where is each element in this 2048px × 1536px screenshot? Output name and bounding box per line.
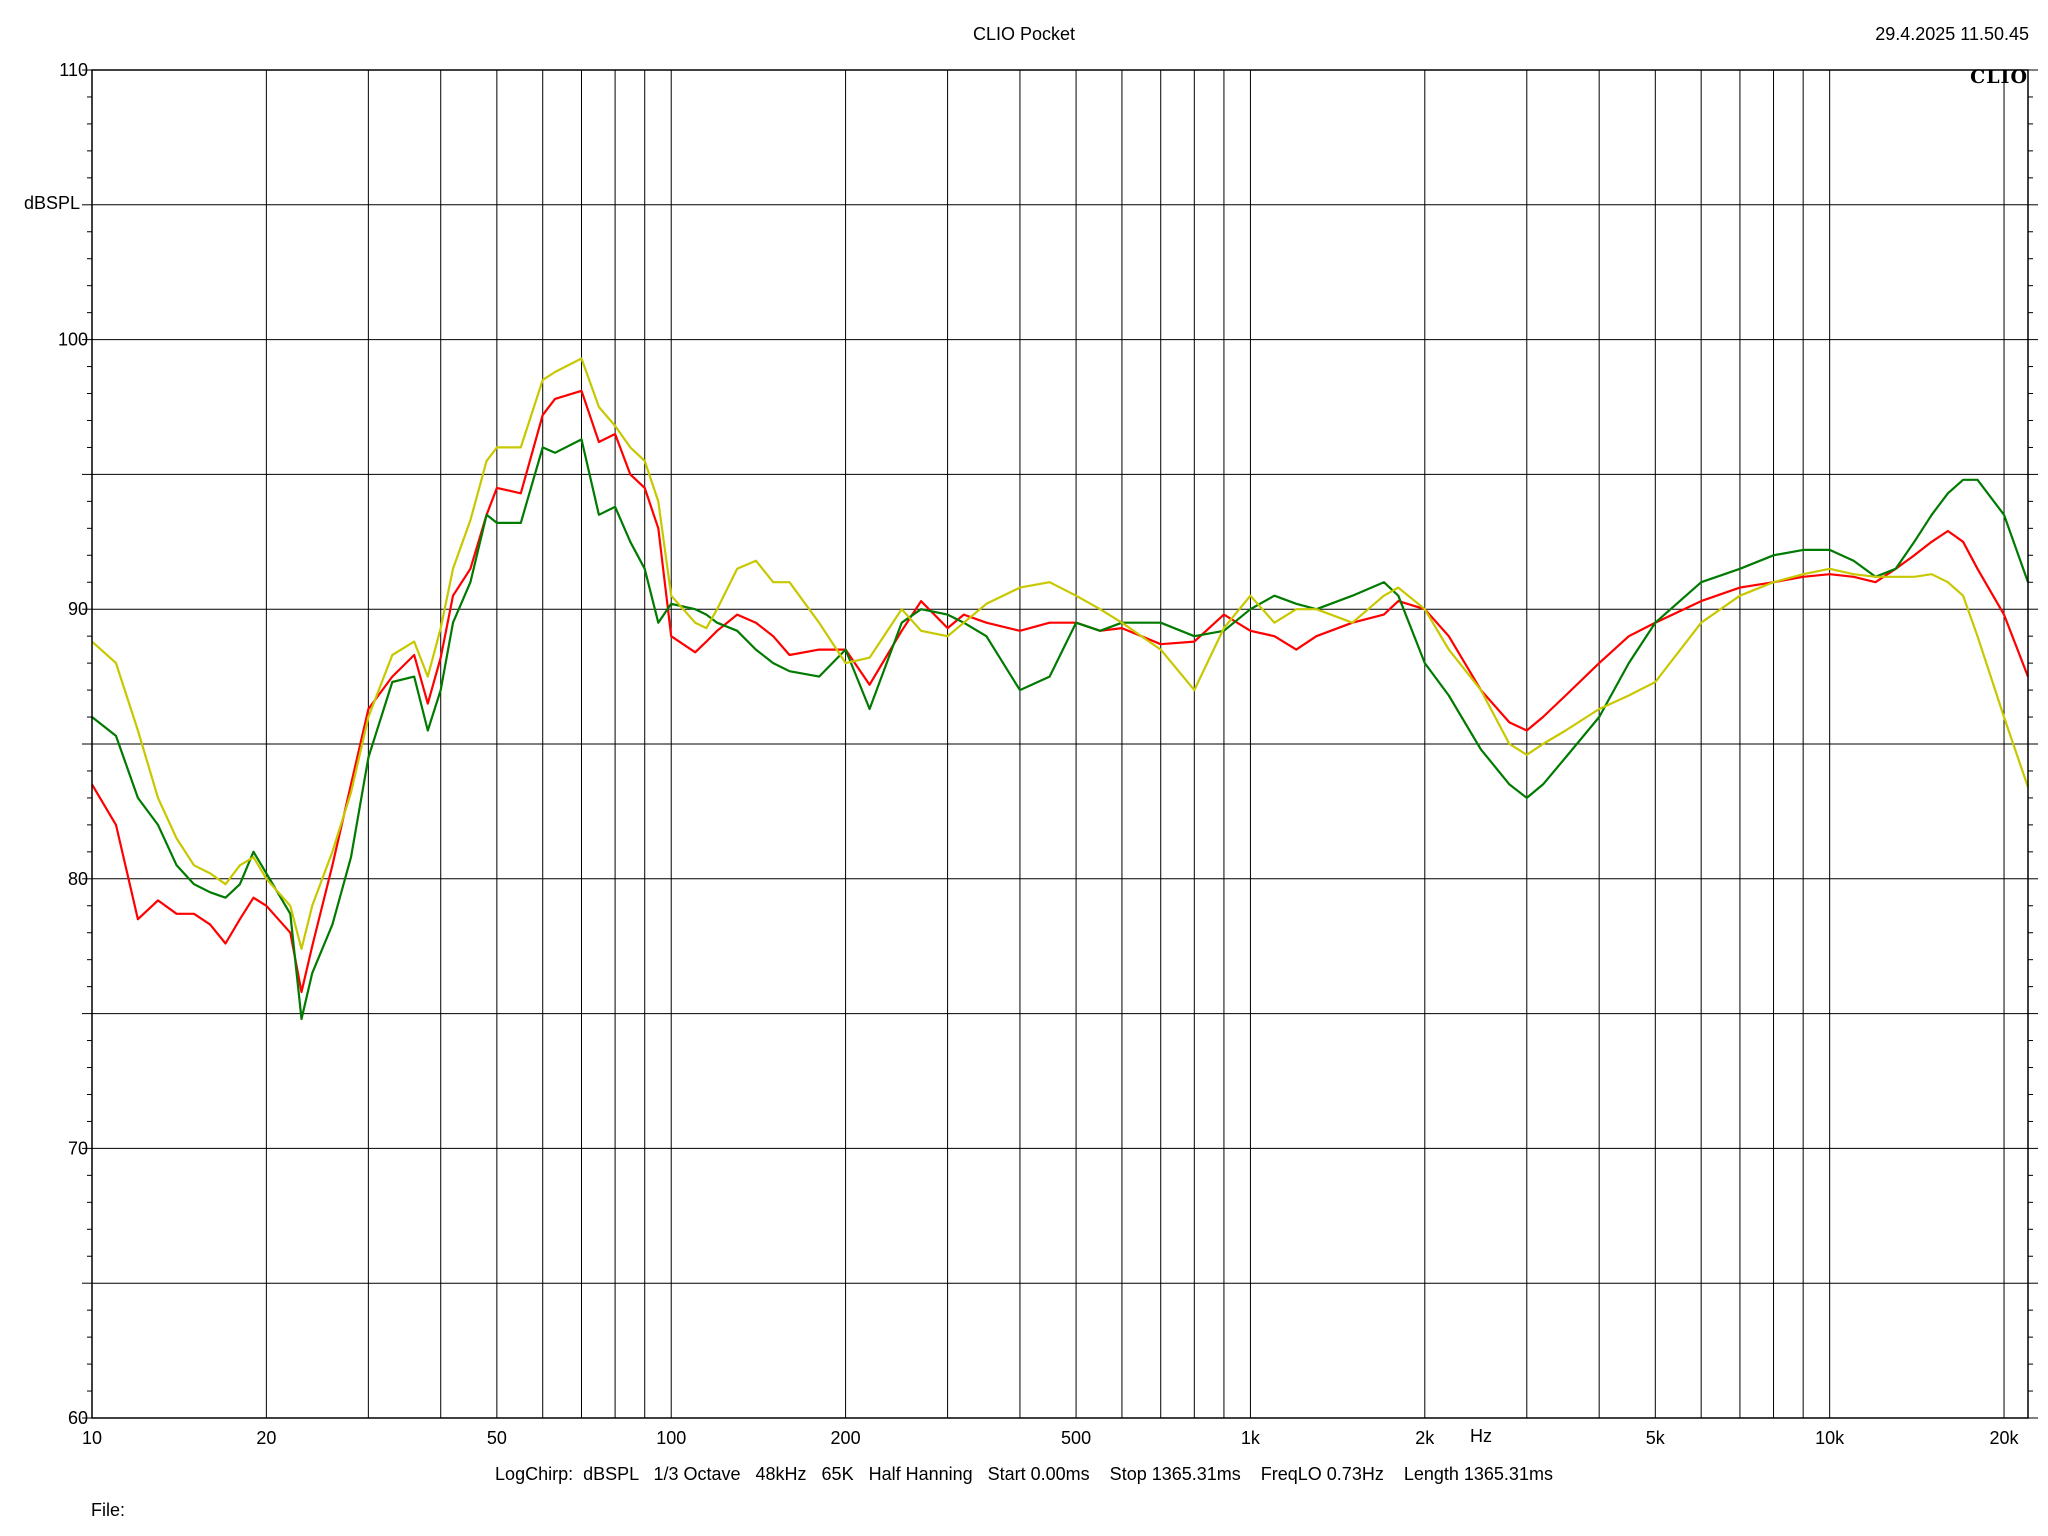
y-tick-label: 80 [68,869,88,889]
y-tick-label: 100 [58,330,88,350]
x-tick-label: 50 [487,1428,507,1448]
series-line-2 [91,438,2030,1021]
x-tick-label: 20 [256,1428,276,1448]
series-lines [91,357,2030,1021]
y-tick-label: 60 [68,1408,88,1428]
timestamp: 29.4.2025 11.50.45 [1875,24,2029,44]
x-tick-label: 5k [1646,1428,1666,1448]
x-tick-label: 2k [1415,1428,1435,1448]
series-line-1 [91,389,2030,994]
series-line-3 [91,357,2030,950]
y-tick-label: 70 [68,1138,88,1158]
chart-title: CLIO Pocket [972,24,1076,44]
x-tick-label: 20k [1990,1428,2020,1448]
x-tick-label: 10k [1815,1428,1845,1448]
file-label: File: [91,1500,126,1520]
x-axis-unit-label: Hz [1470,1426,1492,1446]
x-tick-label: 100 [656,1428,686,1448]
grid-lines [82,69,2038,1419]
x-tick-label: 1k [1241,1428,1261,1448]
y-tick-label: 90 [68,599,88,619]
x-tick-label: 500 [1061,1428,1091,1448]
y-axis-ticks: 60 70 80 90 100 110 [58,60,88,1428]
x-tick-label: 10 [82,1428,102,1448]
plot-frame [91,69,2029,1419]
measurement-settings: LogChirp: dBSPL 1/3 Octave 48kHz 65K Hal… [495,1464,1553,1484]
x-axis-ticks: 10 20 50 100 200 500 1k 2k 5k 10k 20k [82,1428,2020,1448]
y-tick-label: 110 [59,60,88,80]
y-axis-label: dBSPL [24,193,81,213]
clio-logo: CLIO [1970,66,2028,88]
x-tick-label: 200 [831,1428,861,1448]
